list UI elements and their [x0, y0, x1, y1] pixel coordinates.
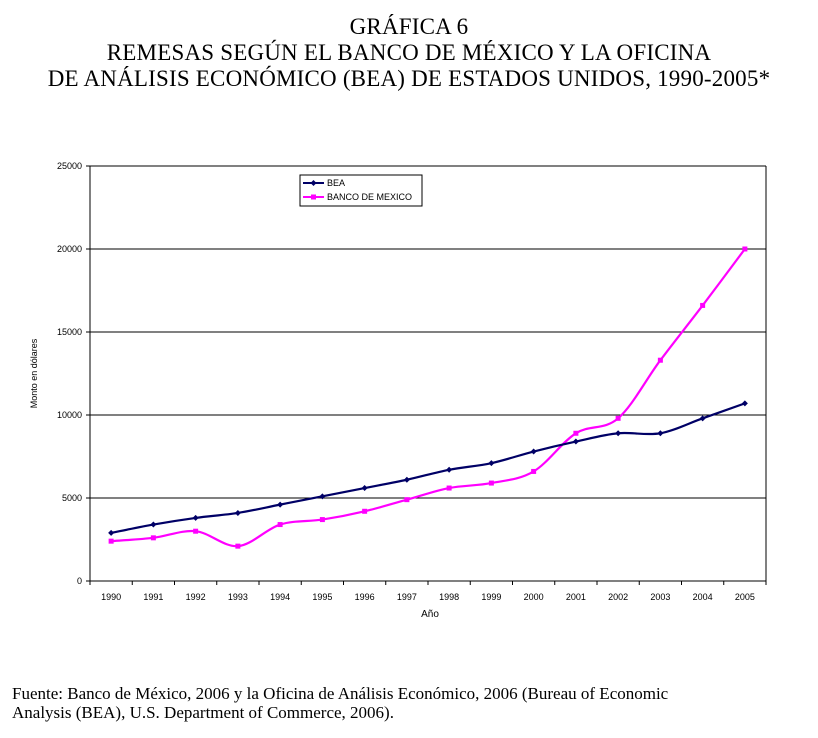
- x-tick-label-2002: 2002: [608, 592, 628, 602]
- x-tick-label-2001: 2001: [566, 592, 586, 602]
- point-banco-de-mexico-2001: [573, 430, 579, 436]
- chart-legend: BEA BANCO DE MEXICO: [299, 174, 423, 207]
- point-bea-2001: [572, 438, 579, 445]
- x-tick-label-1995: 1995: [312, 592, 332, 602]
- point-banco-de-mexico-2003: [657, 357, 663, 363]
- point-banco-de-mexico-1991: [150, 535, 156, 541]
- point-banco-de-mexico-2002: [615, 415, 621, 421]
- point-bea-1997: [403, 476, 410, 483]
- chart-title-line-1: REMESAS SEGÚN EL BANCO DE MÉXICO Y LA OF…: [106, 40, 712, 65]
- x-axis-title: Año: [421, 609, 439, 620]
- x-tick-label-1997: 1997: [397, 592, 417, 602]
- point-bea-2000: [530, 448, 537, 455]
- legend-label-bea: BEA: [327, 178, 345, 188]
- series-line-bea: [110, 402, 746, 534]
- legend-label-banco-de-mexico: BANCO DE MEXICO: [327, 192, 412, 202]
- legend-box: [299, 174, 423, 207]
- y-tick-label-5000: 5000: [62, 493, 82, 503]
- y-tick-label-15000: 15000: [57, 327, 82, 337]
- legend-marker-banco-de-mexico: [311, 194, 316, 200]
- x-tick-label-1993: 1993: [228, 592, 248, 602]
- y-tick-label-0: 0: [77, 576, 82, 586]
- point-banco-de-mexico-1993: [235, 543, 241, 549]
- point-bea-1995: [319, 493, 326, 500]
- point-bea-1993: [234, 509, 241, 516]
- x-tick-label-2003: 2003: [650, 592, 670, 602]
- point-bea-1999: [488, 460, 495, 467]
- chart-title-block: GRÁFICA 6 REMESAS SEGÚN EL BANCO DE MÉXI…: [0, 14, 818, 92]
- point-banco-de-mexico-1998: [446, 485, 452, 491]
- x-tick-label-2000: 2000: [524, 592, 544, 602]
- x-tick-label-1994: 1994: [270, 592, 290, 602]
- point-banco-de-mexico-1997: [404, 497, 410, 503]
- source-line-2: Analysis (BEA), U.S. Department of Comme…: [12, 703, 394, 722]
- point-banco-de-mexico-1992: [193, 528, 199, 534]
- y-tick-label-20000: 20000: [57, 244, 82, 254]
- point-bea-1992: [192, 514, 199, 521]
- source-line-1: Fuente: Banco de México, 2006 y la Ofici…: [12, 684, 669, 703]
- x-tick-label-1991: 1991: [143, 592, 163, 602]
- point-bea-1998: [446, 466, 453, 473]
- point-banco-de-mexico-1990: [108, 538, 114, 544]
- point-bea-2004: [699, 415, 706, 422]
- point-bea-1996: [361, 485, 368, 492]
- point-banco-de-mexico-2005: [742, 246, 748, 252]
- point-banco-de-mexico-2004: [700, 302, 706, 308]
- x-tick-label-1999: 1999: [481, 592, 501, 602]
- chart-title-line-2: DE ANÁLISIS ECONÓMICO (BEA) DE ESTADOS U…: [47, 66, 771, 91]
- point-banco-de-mexico-1994: [277, 522, 283, 528]
- point-bea-2003: [657, 430, 664, 437]
- point-bea-1990: [108, 529, 115, 536]
- y-tick-label-10000: 10000: [57, 410, 82, 420]
- x-tick-label-2005: 2005: [735, 592, 755, 602]
- x-tick-label-2004: 2004: [693, 592, 713, 602]
- point-banco-de-mexico-1996: [362, 508, 368, 514]
- point-bea-2005: [741, 400, 748, 407]
- x-tick-label-1992: 1992: [186, 592, 206, 602]
- x-tick-label-1990: 1990: [101, 592, 121, 602]
- figure-label: GRÁFICA 6: [349, 14, 469, 39]
- x-tick-label-1996: 1996: [355, 592, 375, 602]
- x-tick-label-1998: 1998: [439, 592, 459, 602]
- point-bea-1991: [150, 521, 157, 528]
- legend-marker-bea: [310, 180, 317, 186]
- y-axis-title: Monto en dólares: [29, 338, 39, 408]
- point-bea-2002: [615, 430, 622, 437]
- y-tick-label-25000: 25000: [57, 161, 82, 171]
- point-banco-de-mexico-2000: [531, 468, 537, 474]
- point-bea-1994: [277, 501, 284, 508]
- point-banco-de-mexico-1999: [488, 480, 494, 486]
- series-line-banco-de-mexico: [111, 248, 746, 548]
- source-note: Fuente: Banco de México, 2006 y la Ofici…: [12, 684, 812, 722]
- point-banco-de-mexico-1995: [319, 517, 325, 523]
